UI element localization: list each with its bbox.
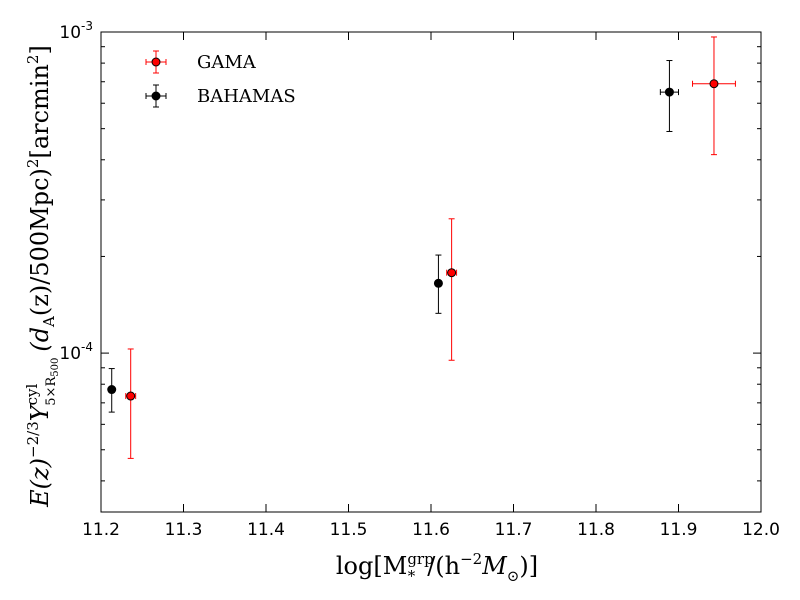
x-tick-label: 11.7	[495, 520, 533, 540]
x-axis-label: log[Mgrp */(h−2M⊙)]	[336, 550, 538, 585]
x-tick-label: 11.2	[82, 520, 120, 540]
bahamas-data-point	[107, 385, 117, 395]
legend: GAMA BAHAMAS	[145, 50, 296, 108]
x-tick-label: 11.8	[577, 520, 615, 540]
x-tick-label: 12.0	[742, 520, 780, 540]
y-axis-label: E(z)−2/3Ycyl 5×R500(dA(z)/500Mpc)2[arcmin…	[23, 45, 61, 508]
legend-bahamas-label: BAHAMAS	[197, 86, 296, 107]
bahamas-data-point	[664, 87, 674, 97]
y-tick-label: 10-4	[59, 340, 93, 364]
bahamas-data-point	[433, 278, 443, 288]
gama-data-point	[126, 391, 136, 401]
gama-data-point	[709, 79, 719, 89]
x-tick-label: 11.3	[165, 520, 203, 540]
legend-gama-label: GAMA	[197, 52, 257, 73]
x-tick-label: 11.6	[412, 520, 450, 540]
x-tick-label: 11.5	[330, 520, 368, 540]
x-tick-label: 11.9	[660, 520, 698, 540]
y-axis-label-group: E(z)−2/3Ycyl 5×R500(dA(z)/500Mpc)2[arcmin…	[23, 45, 61, 508]
x-tick-label: 11.4	[247, 520, 285, 540]
legend-gama-marker	[151, 57, 161, 67]
y-tick-label: 10-3	[59, 19, 93, 43]
legend-bahamas-marker	[151, 91, 161, 101]
gama-data-point	[447, 268, 457, 278]
